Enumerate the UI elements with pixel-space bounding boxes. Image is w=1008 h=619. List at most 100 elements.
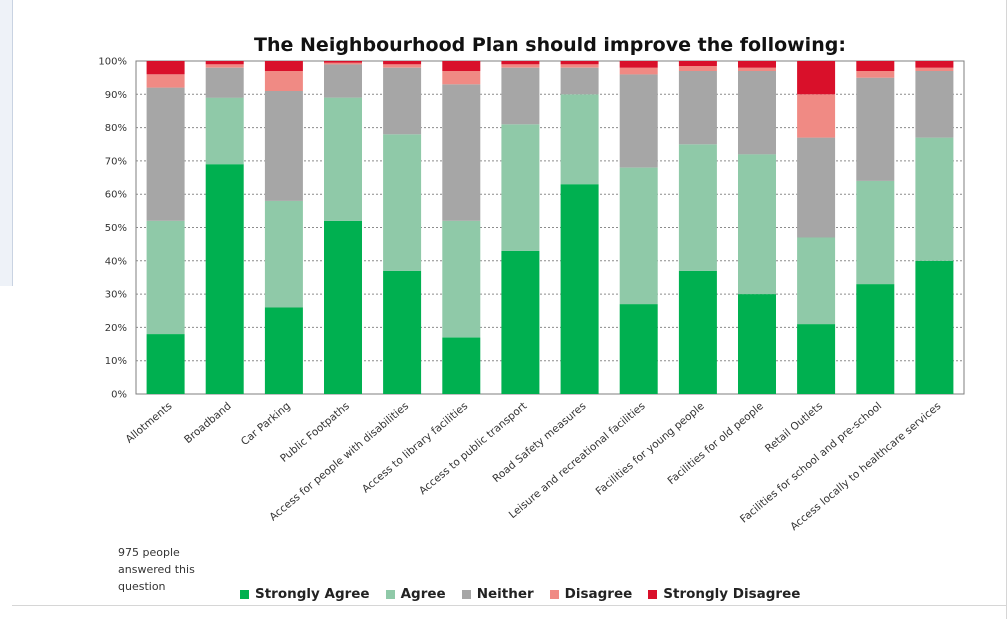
- bar-segment-disagree: [678, 66, 717, 71]
- bar-segment-strongly-disagree: [501, 61, 540, 65]
- legend-swatch: [385, 589, 395, 599]
- bar-segment-agree: [383, 134, 422, 271]
- bar-segment-agree: [797, 237, 836, 325]
- y-tick-label: 10%: [105, 356, 127, 367]
- legend-label: Strongly Disagree: [663, 586, 801, 602]
- bar-segment-strongly-agree: [678, 270, 717, 394]
- bar-segment-strongly-disagree: [442, 61, 481, 71]
- bar-segment-neither: [738, 71, 776, 155]
- legend-item: Neither: [461, 586, 534, 602]
- bar-segment-strongly-agree: [501, 250, 540, 394]
- bar-segment-neither: [856, 77, 895, 181]
- legend-label: Strongly Agree: [255, 586, 370, 602]
- bar-segment-strongly-agree: [324, 220, 362, 394]
- legend-label: Neither: [476, 586, 534, 602]
- legend-item: Strongly Disagree: [648, 586, 800, 602]
- bar-segment-agree: [324, 97, 362, 221]
- bar-segment-agree: [501, 124, 540, 251]
- bottom-divider: [12, 605, 1006, 606]
- y-tick-label: 80%: [105, 123, 127, 134]
- x-tick-label: Car Parking: [239, 400, 293, 448]
- x-tick-label: Allotments: [124, 400, 175, 446]
- left-panel: [0, 0, 13, 286]
- bar-segment-disagree: [856, 71, 895, 78]
- x-tick-label: Retail Outlets: [763, 400, 825, 455]
- bar-segment-strongly-agree: [560, 184, 599, 394]
- legend-swatch: [549, 589, 559, 599]
- bar-segment-agree: [678, 144, 717, 271]
- bar-segment-neither: [383, 67, 422, 135]
- x-tick-label: Access to library facilities: [360, 400, 470, 495]
- bar-segment-disagree: [146, 74, 185, 88]
- bar-segment-agree: [560, 94, 599, 185]
- bar-segment-strongly-disagree: [915, 61, 954, 68]
- bar-segment-strongly-disagree: [383, 61, 422, 65]
- chart-title: The Neighbourhood Plan should improve th…: [254, 34, 846, 56]
- bar-segment-disagree: [324, 62, 362, 65]
- chart-legend: Strongly Agree Agree Neither Disagree Strong…: [240, 586, 800, 602]
- legend-swatch: [648, 589, 658, 599]
- bar-segment-disagree: [560, 64, 599, 68]
- bar-segment-agree: [738, 154, 776, 295]
- bar-segment-strongly-agree: [856, 284, 895, 394]
- bar-segment-neither: [678, 71, 717, 145]
- legend-swatch: [240, 589, 249, 599]
- bar-segment-strongly-agree: [797, 324, 836, 394]
- bar-segment-agree: [205, 97, 244, 165]
- bar-segment-strongly-disagree: [738, 61, 776, 68]
- bar-segment-strongly-agree: [619, 304, 658, 394]
- y-tick-label: 100%: [98, 57, 127, 68]
- legend-label: Agree: [400, 586, 446, 602]
- y-tick-label: 20%: [105, 323, 127, 334]
- bar-segment-disagree: [738, 67, 776, 71]
- bar-segment-disagree: [205, 64, 244, 68]
- bar-segment-strongly-agree: [264, 307, 303, 394]
- bar-segment-strongly-disagree: [856, 61, 895, 71]
- legend-label: Disagree: [564, 586, 633, 602]
- y-tick-label: 30%: [105, 290, 127, 301]
- bar-segment-strongly-agree: [738, 294, 776, 394]
- y-tick-label: 60%: [105, 190, 127, 201]
- y-tick-label: 90%: [105, 90, 127, 101]
- bar-segment-neither: [264, 91, 303, 201]
- bar-segment-strongly-disagree: [146, 61, 185, 75]
- legend-item: Strongly Agree: [240, 586, 370, 602]
- bar-segment-agree: [856, 180, 895, 285]
- legend-swatch: [461, 589, 471, 599]
- bar-segment-strongly-disagree: [678, 61, 717, 66]
- bar-segment-strongly-agree: [205, 164, 244, 394]
- legend-item: Agree: [385, 586, 446, 602]
- bar-segment-agree: [146, 220, 185, 334]
- bar-segment-neither: [619, 74, 658, 168]
- bar-segment-disagree: [619, 67, 658, 75]
- bar-segment-agree: [915, 137, 954, 261]
- bar-segment-strongly-disagree: [560, 61, 599, 65]
- bar-segment-agree: [619, 167, 658, 305]
- bar-segment-disagree: [442, 71, 481, 85]
- bar-segment-strongly-disagree: [797, 61, 836, 95]
- bar-segment-disagree: [501, 64, 540, 68]
- bar-segment-disagree: [797, 94, 836, 138]
- bar-segment-strongly-disagree: [619, 61, 658, 68]
- bar-segment-agree: [264, 200, 303, 308]
- y-tick-label: 40%: [105, 256, 127, 267]
- bar-segment-strongly-disagree: [205, 61, 244, 65]
- bar-segment-neither: [324, 64, 362, 98]
- bar-segment-strongly-disagree: [324, 61, 362, 63]
- x-tick-label: Broadband: [182, 400, 234, 446]
- bar-segment-strongly-agree: [442, 337, 481, 394]
- y-tick-label: 70%: [105, 156, 127, 167]
- bar-segment-strongly-agree: [915, 260, 954, 394]
- bar-segment-disagree: [383, 64, 422, 68]
- bar-segment-disagree: [264, 71, 303, 91]
- bar-segment-strongly-agree: [146, 334, 185, 394]
- bar-segment-neither: [915, 71, 954, 138]
- bar-segment-strongly-disagree: [264, 61, 303, 71]
- bar-segment-agree: [442, 220, 481, 338]
- right-divider: [1006, 0, 1007, 619]
- bar-segment-neither: [146, 87, 185, 221]
- legend-item: Disagree: [549, 586, 633, 602]
- x-tick-label: Access to public transport: [417, 400, 529, 497]
- bar-segment-neither: [797, 137, 836, 238]
